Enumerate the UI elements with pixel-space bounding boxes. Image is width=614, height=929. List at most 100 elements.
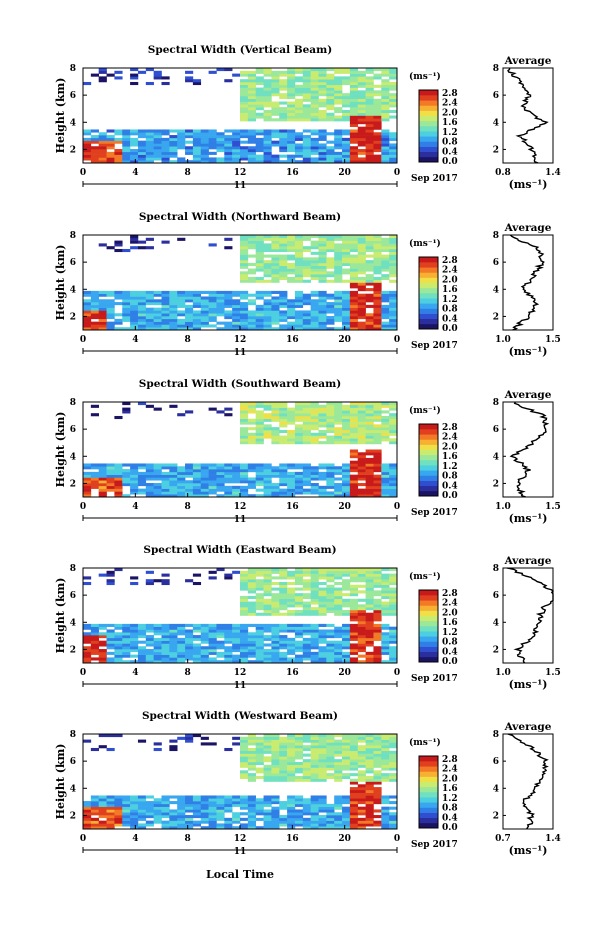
heatmap-cell bbox=[145, 143, 154, 147]
heatmap-cell bbox=[263, 235, 272, 239]
heatmap-cell bbox=[161, 626, 170, 630]
heatmap-cell bbox=[365, 488, 374, 492]
heatmap-cell bbox=[310, 246, 319, 250]
heatmap-cell bbox=[342, 646, 351, 650]
heatmap-cell bbox=[247, 107, 256, 111]
heatmap-cell bbox=[240, 90, 249, 94]
heatmap-cell bbox=[287, 826, 296, 830]
heatmap-cell bbox=[90, 160, 99, 164]
heatmap-cell bbox=[114, 293, 123, 297]
x-tick-label: 8 bbox=[185, 834, 191, 844]
heatmap-cell bbox=[342, 321, 351, 325]
heatmap-cell bbox=[365, 293, 374, 297]
heatmap-cell bbox=[106, 151, 115, 155]
heatmap-cell bbox=[255, 402, 264, 406]
heatmap-cell bbox=[271, 570, 280, 574]
heatmap-cell bbox=[389, 101, 398, 105]
heatmap-cell bbox=[137, 466, 147, 470]
heatmap-cell bbox=[310, 101, 319, 105]
heatmap-cell bbox=[90, 137, 99, 141]
heatmap-cell bbox=[224, 146, 233, 150]
heatmap-cell bbox=[106, 466, 115, 470]
heatmap-cell bbox=[381, 573, 390, 577]
heatmap-cell bbox=[349, 404, 359, 408]
heatmap-cell bbox=[287, 739, 296, 743]
heatmap-cell bbox=[130, 307, 139, 311]
heatmap-cell bbox=[373, 276, 382, 280]
heatmap-cell bbox=[279, 595, 288, 600]
heatmap-cell bbox=[349, 598, 359, 602]
heatmap-cell bbox=[349, 781, 359, 785]
heatmap-cell bbox=[98, 302, 107, 306]
heatmap-cell bbox=[232, 302, 241, 306]
heatmap-cell bbox=[287, 310, 296, 314]
heatmap-cell bbox=[287, 773, 296, 777]
heatmap-cell bbox=[287, 817, 296, 821]
heatmap-cell bbox=[106, 290, 115, 294]
heatmap-cell bbox=[247, 759, 256, 763]
heatmap-cell bbox=[130, 76, 139, 80]
heatmap-cell bbox=[342, 290, 351, 294]
heatmap-cell bbox=[389, 485, 398, 489]
heatmap-cell bbox=[232, 471, 241, 475]
heatmap-cell bbox=[287, 753, 296, 757]
heatmap-cell bbox=[137, 154, 147, 158]
heatmap-cell bbox=[357, 798, 366, 802]
heatmap-cell bbox=[255, 70, 264, 74]
heatmap-cell bbox=[310, 262, 319, 267]
heatmap-cell bbox=[318, 268, 327, 272]
heatmap-cell bbox=[177, 304, 186, 308]
heatmap-cell bbox=[247, 118, 256, 122]
heatmap-cell bbox=[373, 321, 382, 325]
heatmap-cell bbox=[263, 637, 272, 641]
heatmap-cell bbox=[271, 736, 280, 740]
heatmap-cell bbox=[334, 654, 343, 658]
heatmap-cell bbox=[208, 132, 217, 136]
heatmap-cell bbox=[302, 299, 311, 303]
heatmap-cell bbox=[208, 488, 217, 492]
colorbar-swatch bbox=[419, 313, 438, 320]
heatmap-cell bbox=[106, 137, 115, 141]
heatmap-cell bbox=[192, 290, 202, 294]
heatmap-cell bbox=[318, 640, 327, 644]
heatmap-cell bbox=[334, 435, 343, 439]
heatmap-cell bbox=[106, 485, 115, 489]
heatmap-cell bbox=[137, 477, 147, 481]
heatmap-cell bbox=[349, 307, 359, 311]
heatmap-cell bbox=[294, 595, 304, 600]
heatmap-cell bbox=[130, 581, 139, 586]
heatmap-cell bbox=[287, 87, 296, 91]
heatmap-cell bbox=[373, 460, 382, 464]
heatmap-cell bbox=[357, 137, 366, 141]
heatmap-cell bbox=[271, 438, 280, 442]
heatmap-cell bbox=[271, 265, 280, 269]
heatmap-cell bbox=[342, 643, 351, 647]
heatmap-cell bbox=[365, 621, 374, 625]
heatmap-cell bbox=[326, 736, 335, 740]
heatmap-cell bbox=[349, 584, 359, 588]
heatmap-cell bbox=[240, 485, 249, 489]
heatmap-cell bbox=[153, 812, 162, 816]
y-tick-label: 4 bbox=[70, 618, 76, 628]
heatmap-cell bbox=[153, 646, 162, 650]
heatmap-cell bbox=[153, 820, 162, 824]
heatmap-cell bbox=[130, 81, 139, 86]
heatmap-cell bbox=[240, 327, 249, 331]
heatmap-cell bbox=[98, 293, 107, 297]
heatmap-cell bbox=[271, 654, 280, 658]
heatmap-cell bbox=[373, 801, 382, 805]
heatmap-cell bbox=[208, 801, 217, 805]
heatmap-cell bbox=[106, 324, 115, 328]
heatmap-cell bbox=[334, 90, 343, 94]
heatmap-cell bbox=[240, 739, 249, 743]
heatmap-cell bbox=[177, 318, 186, 322]
heatmap-cell bbox=[294, 742, 304, 746]
heatmap-cell bbox=[365, 756, 374, 760]
heatmap-cell bbox=[342, 598, 351, 602]
heatmap-cell bbox=[334, 471, 343, 475]
heatmap-cell bbox=[334, 302, 343, 306]
heatmap-cell bbox=[334, 154, 343, 158]
heatmap-cell bbox=[255, 260, 264, 264]
